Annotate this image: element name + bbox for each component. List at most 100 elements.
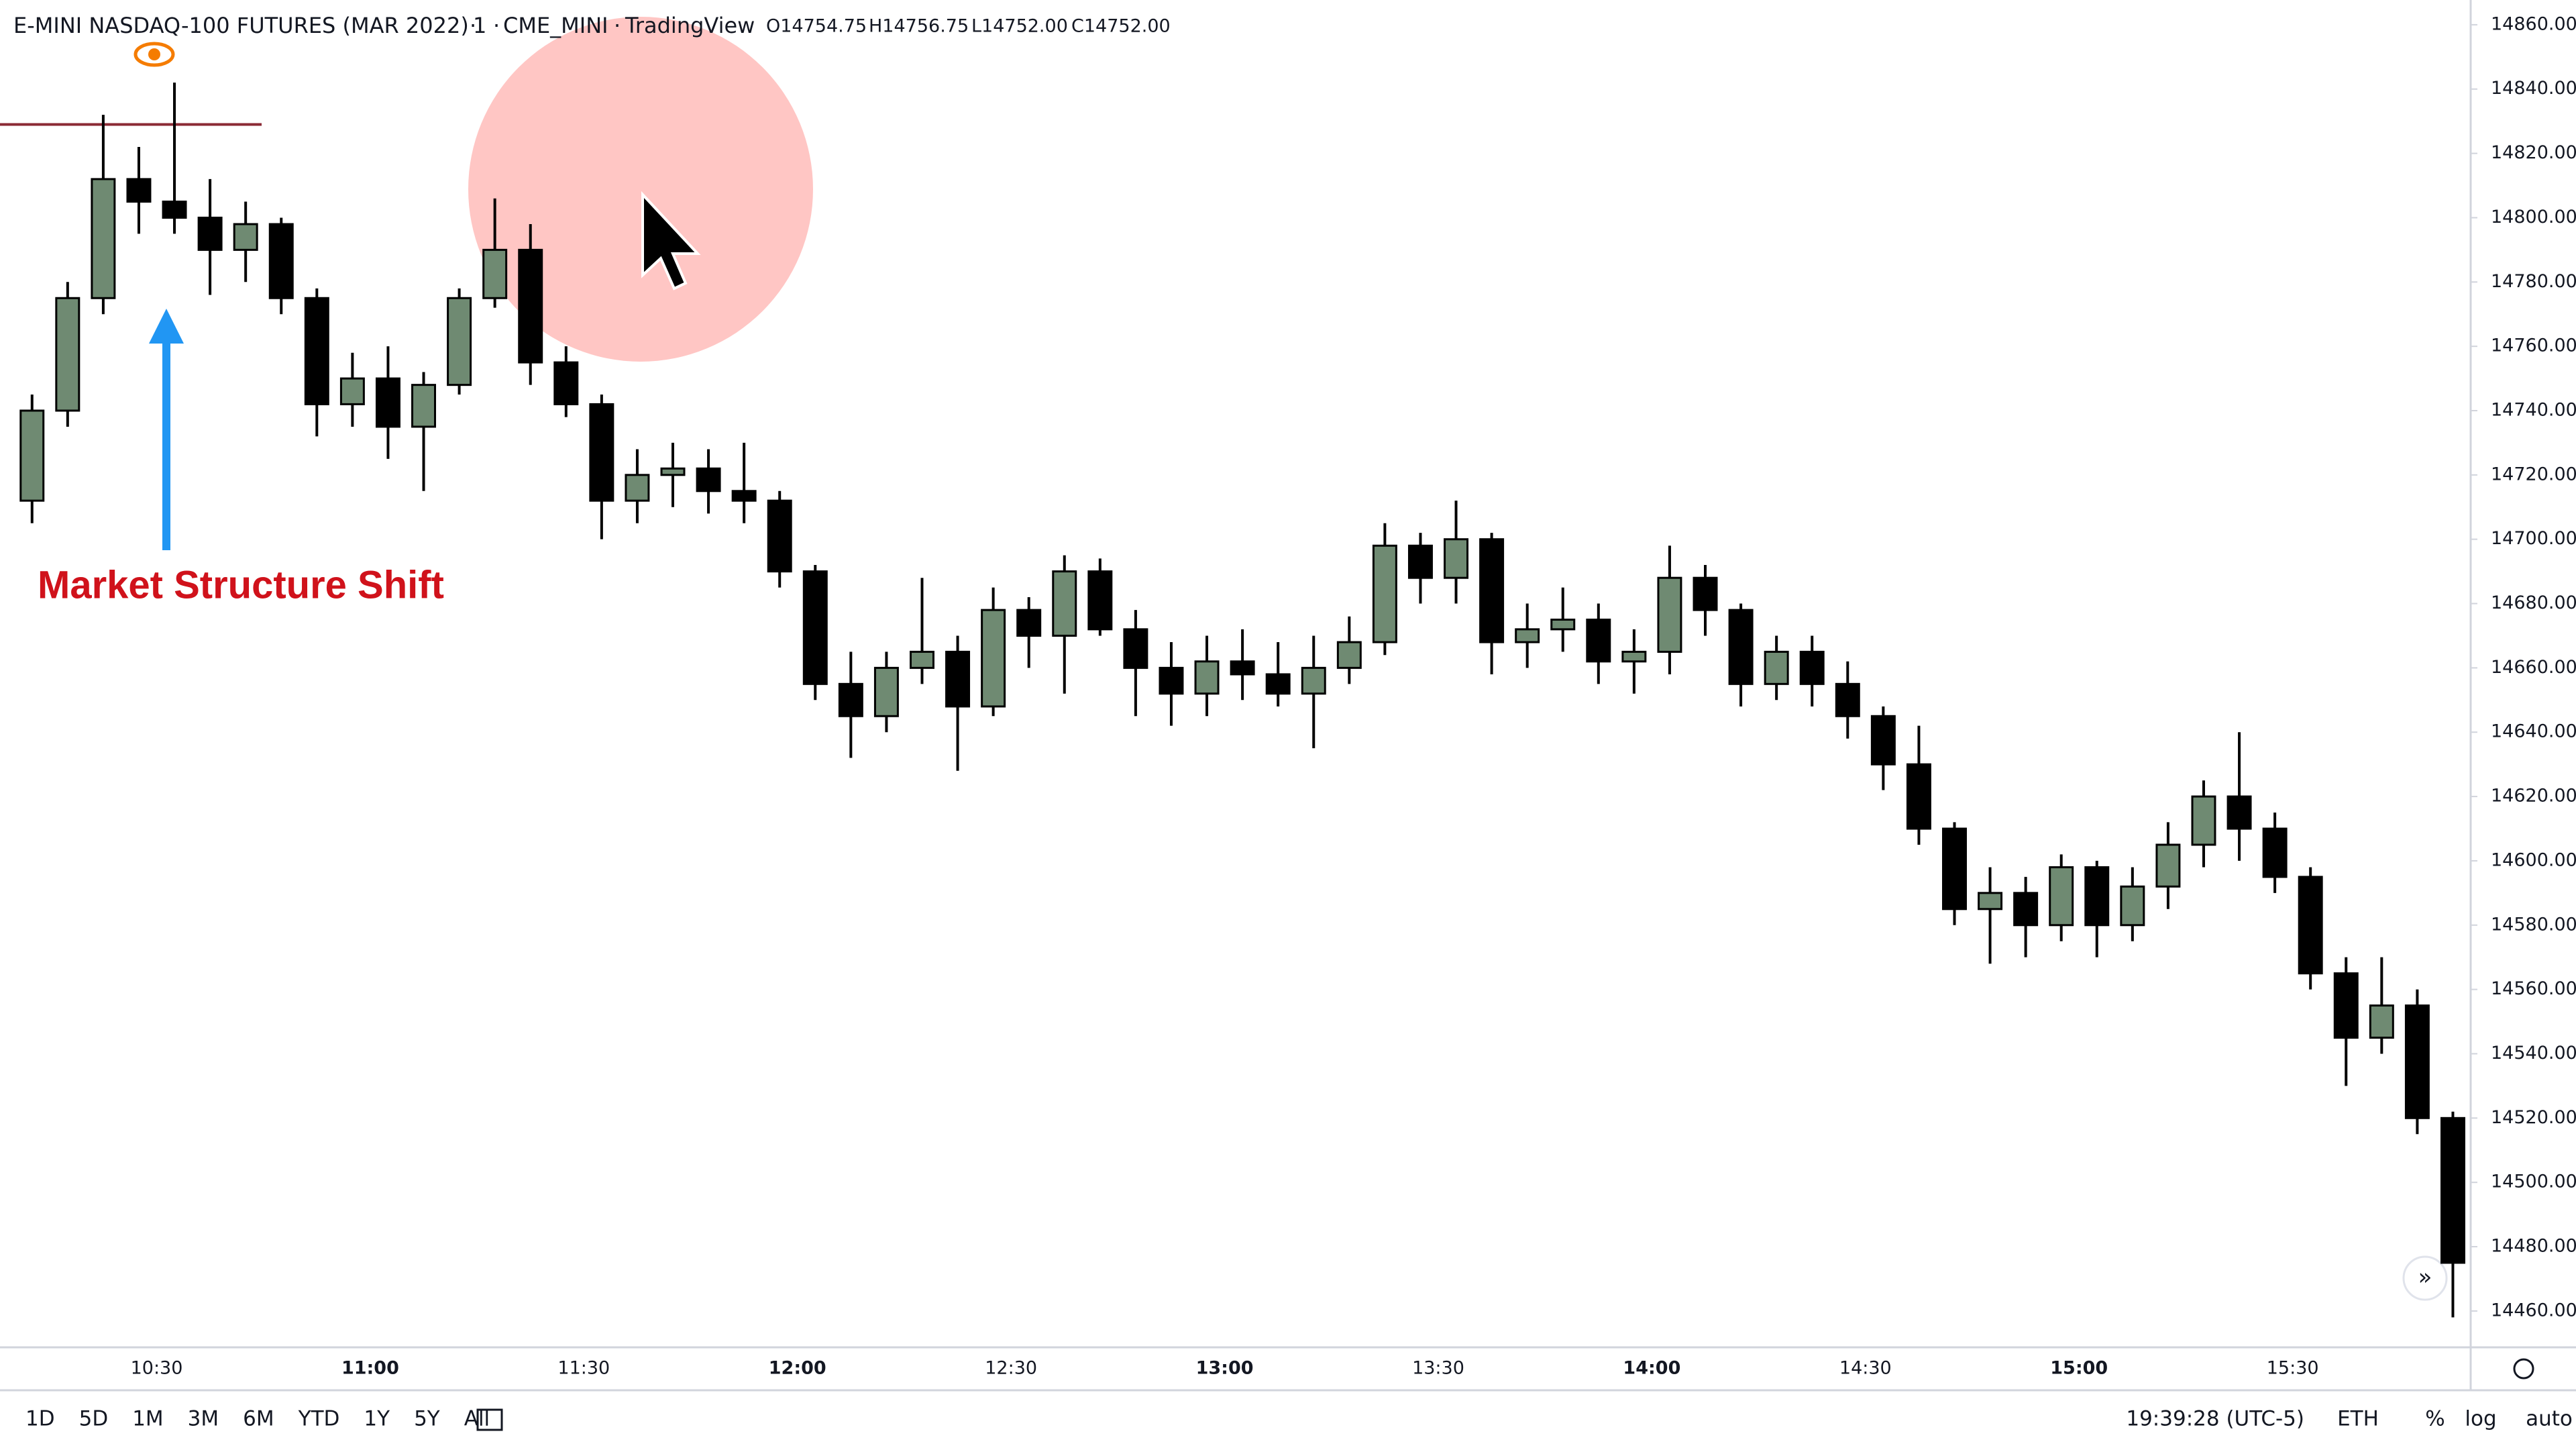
candle-body [1621, 650, 1647, 663]
candle-body [447, 297, 472, 386]
candle-body [1336, 641, 1362, 669]
exchange: CME_MINI [503, 13, 608, 38]
candle-body [1372, 544, 1397, 643]
ohlc-open: O14754.75 [766, 16, 867, 37]
y-tick-label: 14780.00 [2491, 271, 2576, 292]
candle-body [126, 178, 152, 203]
clock: 19:39:28 (UTC-5) [2126, 1407, 2304, 1431]
auto-toggle[interactable]: auto [2526, 1407, 2573, 1431]
candle-body [2049, 866, 2074, 927]
candle-body [233, 223, 258, 251]
candle-body [2084, 866, 2110, 927]
candle-body [2369, 1004, 2394, 1039]
candle-body [767, 499, 792, 573]
candle-body [304, 297, 329, 405]
candle-body [1052, 570, 1077, 637]
candle-body [2013, 892, 2039, 927]
y-tick-label: 14740.00 [2491, 399, 2576, 420]
range-button[interactable]: All [464, 1407, 490, 1431]
mouse-cursor [641, 191, 701, 291]
candle-body [411, 384, 437, 428]
dot: · [470, 13, 476, 38]
ohlc-low: L14752.00 [971, 16, 1068, 37]
range-button[interactable]: 5D [79, 1407, 109, 1431]
range-button[interactable]: YTD [298, 1407, 340, 1431]
range-button[interactable]: 1M [132, 1407, 163, 1431]
candle-body [731, 490, 757, 502]
settings-icon[interactable] [2513, 1358, 2534, 1380]
symbol: E-MINI NASDAQ-100 FUTURES (MAR 2022) [13, 13, 469, 38]
x-tick-label: 10:30 [131, 1358, 183, 1379]
candle-body [2333, 972, 2359, 1039]
annotation-arrow [149, 309, 184, 550]
candle-body [1835, 682, 1860, 717]
candle-body [1265, 673, 1291, 695]
candle-body [375, 377, 400, 428]
candle-body [91, 178, 116, 299]
y-tick-label: 14680.00 [2491, 592, 2576, 613]
x-tick-label: 11:00 [341, 1358, 399, 1379]
candle-body [696, 467, 721, 492]
range-button[interactable]: 3M [188, 1407, 219, 1431]
candle-body [660, 467, 686, 476]
y-tick-label: 14860.00 [2491, 13, 2576, 34]
range-button[interactable]: 5Y [414, 1407, 440, 1431]
candle-body [482, 248, 508, 299]
candle-body [1087, 570, 1113, 631]
calendar-icon[interactable] [476, 1408, 503, 1431]
candle-body [838, 682, 863, 717]
candle-body [873, 666, 899, 717]
ohlc-high: H14756.75 [869, 16, 969, 37]
candle-body [1444, 538, 1469, 579]
candle-body [162, 200, 187, 219]
candle-body [802, 570, 828, 685]
session-toggle[interactable]: ETH [2337, 1407, 2379, 1431]
y-tick-label: 14480.00 [2491, 1235, 2576, 1256]
svg-text:»: » [2418, 1264, 2432, 1291]
x-tick-label: 14:30 [1839, 1358, 1892, 1379]
candle-body [589, 403, 614, 502]
candle-body [2191, 795, 2216, 846]
percent-toggle[interactable]: % [2425, 1407, 2445, 1431]
candle-body [1657, 576, 1682, 653]
source: TradingView [625, 13, 755, 38]
range-button[interactable]: 1D [25, 1407, 55, 1431]
candle-body [2155, 843, 2181, 888]
ohlc-close: C14752.00 [1071, 16, 1171, 37]
interval[interactable]: 1 [473, 13, 486, 38]
y-tick-label: 14460.00 [2491, 1300, 2576, 1320]
x-tick-label: 12:00 [769, 1358, 826, 1379]
candle-body [1942, 827, 1967, 911]
x-tick-label: 15:30 [2267, 1358, 2319, 1379]
candle-body [1693, 576, 1718, 611]
candle-body [1728, 609, 1754, 685]
log-toggle[interactable]: log [2465, 1407, 2496, 1431]
candle-body [1978, 892, 2003, 911]
annotation-text: Market Structure Shift [38, 563, 444, 607]
candle-body [2262, 827, 2288, 878]
y-tick-label: 14660.00 [2491, 657, 2576, 678]
y-tick-label: 14840.00 [2491, 78, 2576, 99]
x-tick-label: 15:00 [2050, 1358, 2108, 1379]
candle-body [518, 248, 543, 364]
range-button[interactable]: 1Y [364, 1407, 390, 1431]
y-tick-label: 14700.00 [2491, 528, 2576, 549]
cursor-highlight [468, 17, 813, 362]
candle-body [1764, 650, 1789, 685]
eye-icon [133, 42, 175, 67]
y-tick-label: 14520.00 [2491, 1107, 2576, 1128]
x-tick-label: 13:00 [1196, 1358, 1254, 1379]
y-tick-label: 14620.00 [2491, 786, 2576, 807]
candle-body [268, 223, 294, 299]
scroll-button[interactable]: » [2402, 1255, 2448, 1301]
range-button[interactable]: 6M [243, 1407, 274, 1431]
candle-body [981, 609, 1006, 708]
candle-body [1123, 628, 1148, 669]
candle-body [1550, 618, 1576, 631]
candle-body [1515, 628, 1540, 643]
candle-body [1301, 666, 1326, 695]
candle-body [945, 650, 971, 708]
dot: · [493, 13, 500, 38]
